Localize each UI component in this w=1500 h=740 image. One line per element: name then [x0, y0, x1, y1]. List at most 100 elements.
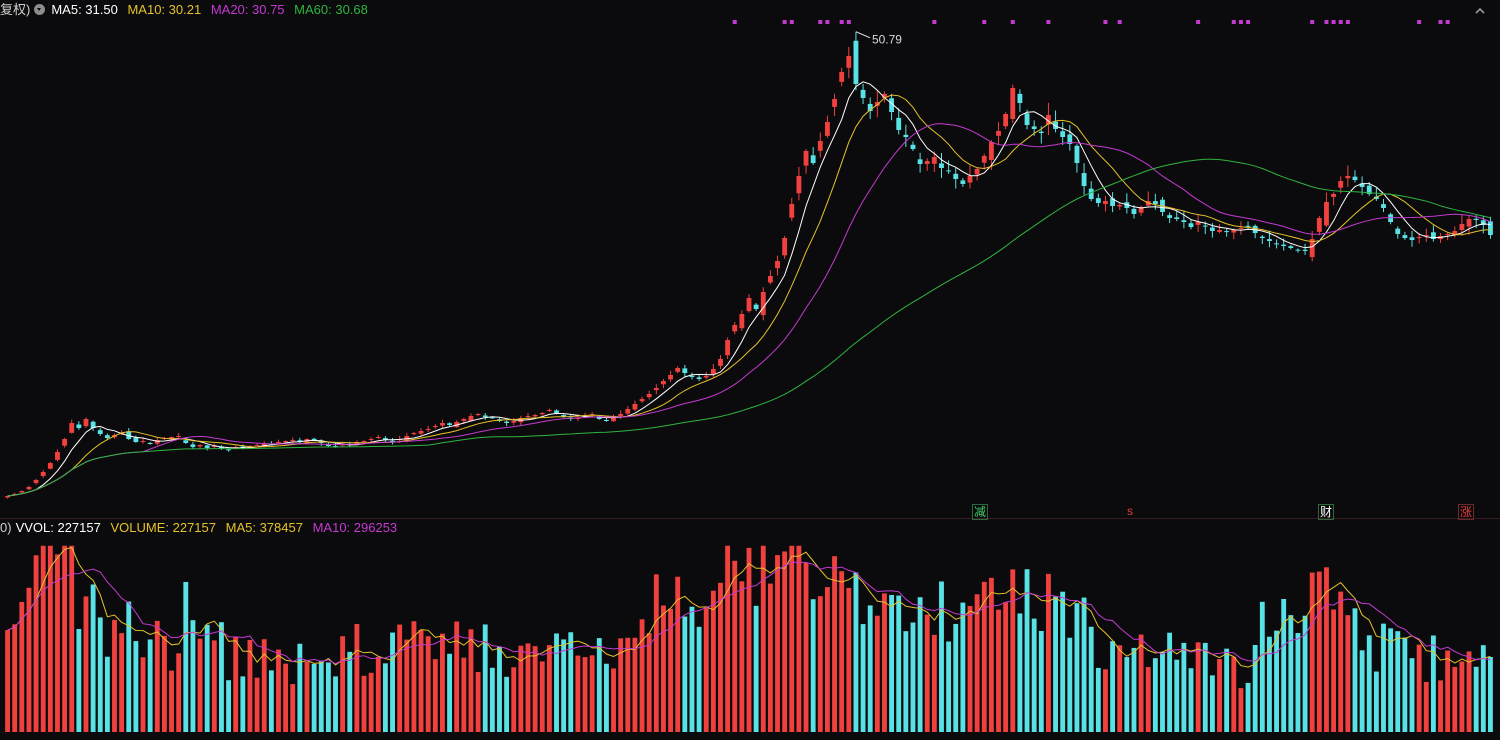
signal-marker — [825, 20, 830, 24]
candle-body — [775, 261, 780, 269]
volume-bar — [1480, 645, 1486, 732]
candle-body — [603, 419, 609, 421]
volume-bar — [1138, 634, 1144, 732]
volume-bar — [1209, 675, 1215, 732]
volume-bar — [26, 587, 32, 732]
dropdown-icon[interactable] — [34, 4, 46, 15]
volume-bar — [90, 584, 96, 732]
candle-body — [176, 436, 182, 437]
candle-body — [390, 440, 395, 442]
candle-body — [1274, 243, 1279, 245]
volume-bar — [497, 646, 502, 732]
volume-bar — [112, 619, 117, 732]
volume-bar — [390, 632, 395, 732]
signal-marker — [818, 20, 823, 24]
volume-bar — [1160, 652, 1165, 732]
signal-marker — [1103, 20, 1108, 24]
event-tag-reduce[interactable]: 减 — [972, 504, 989, 520]
candle-body — [1209, 227, 1215, 231]
volume-bar — [1145, 667, 1151, 732]
candle-body — [1195, 222, 1201, 225]
candle-body — [1281, 244, 1287, 246]
volume-bar — [140, 657, 146, 732]
candle-body — [183, 440, 189, 443]
candle-body — [1409, 237, 1415, 240]
volume-bar — [1373, 671, 1379, 732]
candle-body — [382, 438, 388, 440]
candle-body — [361, 441, 367, 443]
volume-bar — [596, 638, 602, 732]
candle-body — [796, 176, 802, 194]
candle-body — [525, 416, 531, 417]
volume-bar — [618, 638, 624, 732]
candle-body — [839, 72, 845, 82]
volume-bar — [1110, 641, 1116, 732]
candle-body — [732, 325, 738, 332]
candle-body — [489, 417, 495, 419]
volume-bar — [76, 628, 82, 732]
candle-body — [903, 134, 909, 137]
volume-bar — [1067, 637, 1073, 732]
candle-body — [739, 314, 745, 329]
candle-body — [19, 491, 25, 493]
volume-bar — [760, 545, 766, 732]
volume-bar — [682, 616, 688, 732]
candle-body — [83, 419, 89, 427]
candle-body — [504, 421, 510, 423]
volume-bar — [725, 545, 731, 732]
volume-bar — [97, 617, 103, 732]
candle-body — [1060, 131, 1066, 137]
volume-bar — [119, 633, 125, 732]
volume-bar — [1331, 609, 1337, 732]
volume-bar — [1281, 598, 1287, 732]
candle-body — [746, 298, 752, 312]
volume-bar — [817, 596, 823, 732]
candle-body — [333, 445, 338, 447]
candle-body — [126, 431, 132, 439]
candle-body — [718, 359, 723, 366]
candle-body — [1373, 196, 1379, 199]
candle-body — [1381, 204, 1386, 208]
event-tag-s[interactable]: s — [1127, 504, 1133, 518]
candle-body — [760, 292, 766, 316]
volume-bar — [546, 645, 552, 732]
event-tag-rise[interactable]: 涨 — [1458, 504, 1475, 520]
volume-bar — [1452, 666, 1458, 732]
ma-line-ma5 — [7, 81, 1491, 497]
volume-bar — [960, 602, 966, 732]
candle-body — [104, 435, 110, 438]
candle-body — [254, 445, 260, 446]
candle-body — [996, 131, 1001, 136]
candle-body — [889, 98, 895, 112]
signal-marker — [782, 20, 787, 24]
candle-body — [1152, 201, 1158, 204]
volume-bar — [589, 655, 595, 732]
candle-body — [211, 446, 217, 447]
max-value: 50.79 — [872, 33, 902, 47]
collapse-icon[interactable] — [1474, 5, 1486, 17]
candle-body — [1103, 201, 1108, 204]
volume-bar — [767, 583, 773, 732]
signal-marker — [1231, 20, 1236, 24]
candle-body — [1395, 228, 1401, 234]
volume-bar — [710, 590, 716, 732]
volume-prefix: 0) — [0, 520, 12, 535]
event-tag-finance[interactable]: 财 — [1318, 504, 1335, 520]
volume-bar — [525, 643, 531, 732]
volume-bar — [1224, 648, 1230, 732]
volume-bar — [261, 639, 267, 732]
candle-body — [1316, 218, 1322, 232]
volume-bar — [860, 624, 866, 732]
volume-bar — [475, 671, 481, 732]
candle-body — [482, 415, 488, 417]
ma-line-ma60 — [7, 158, 1491, 497]
signal-marker — [1117, 20, 1122, 24]
volume-bar — [1053, 596, 1058, 732]
candle-body — [1295, 249, 1301, 251]
candle-body — [1488, 221, 1493, 235]
candle-body — [632, 404, 638, 410]
candle-body — [1188, 223, 1194, 227]
candle-body — [1131, 208, 1137, 214]
candle-body — [753, 304, 759, 309]
